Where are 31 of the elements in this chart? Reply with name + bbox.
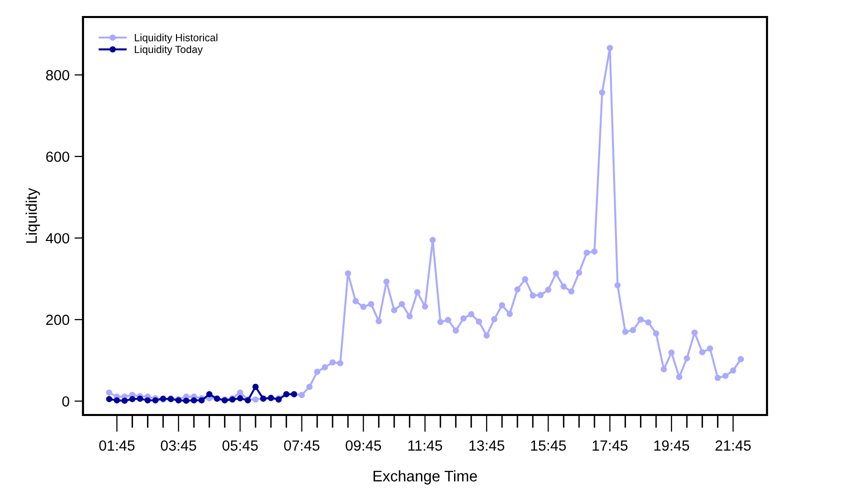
y-tick-label: 400 xyxy=(46,233,70,244)
x-tick-label: 09:45 xyxy=(346,440,382,451)
y-axis-title: Liquidity xyxy=(26,188,40,243)
legend-label: Liquidity Today xyxy=(134,45,203,56)
y-tick-label: 800 xyxy=(46,70,70,80)
x-tick-label: 15:45 xyxy=(531,440,566,451)
x-tick-label: 07:45 xyxy=(284,440,320,451)
x-tick-label: 11:45 xyxy=(408,440,442,451)
x-tick-label: 17:45 xyxy=(592,440,628,451)
x-tick-label: 05:45 xyxy=(222,440,258,451)
point xyxy=(190,397,198,404)
y-tick-label: 0 xyxy=(62,396,70,407)
point xyxy=(129,396,136,402)
point xyxy=(136,396,144,402)
point xyxy=(183,398,190,404)
point xyxy=(237,395,244,402)
point xyxy=(121,398,128,404)
y-tick-label: 600 xyxy=(46,152,70,162)
point xyxy=(106,396,112,402)
y-tick-label: 200 xyxy=(46,314,70,326)
point xyxy=(252,384,259,390)
point xyxy=(144,397,151,404)
x-tick-label: 03:45 xyxy=(160,440,196,451)
legend-label: Liquidity Historical xyxy=(134,34,218,44)
x-tick-label: 19:45 xyxy=(654,440,690,451)
point xyxy=(206,391,212,398)
x-tick-label: 13:45 xyxy=(469,440,504,451)
point xyxy=(114,397,120,404)
x-tick-label: 01:45 xyxy=(99,440,135,451)
x-axis-title: Exchange Time xyxy=(374,470,477,485)
x-tick-label: 21:45 xyxy=(716,440,751,451)
